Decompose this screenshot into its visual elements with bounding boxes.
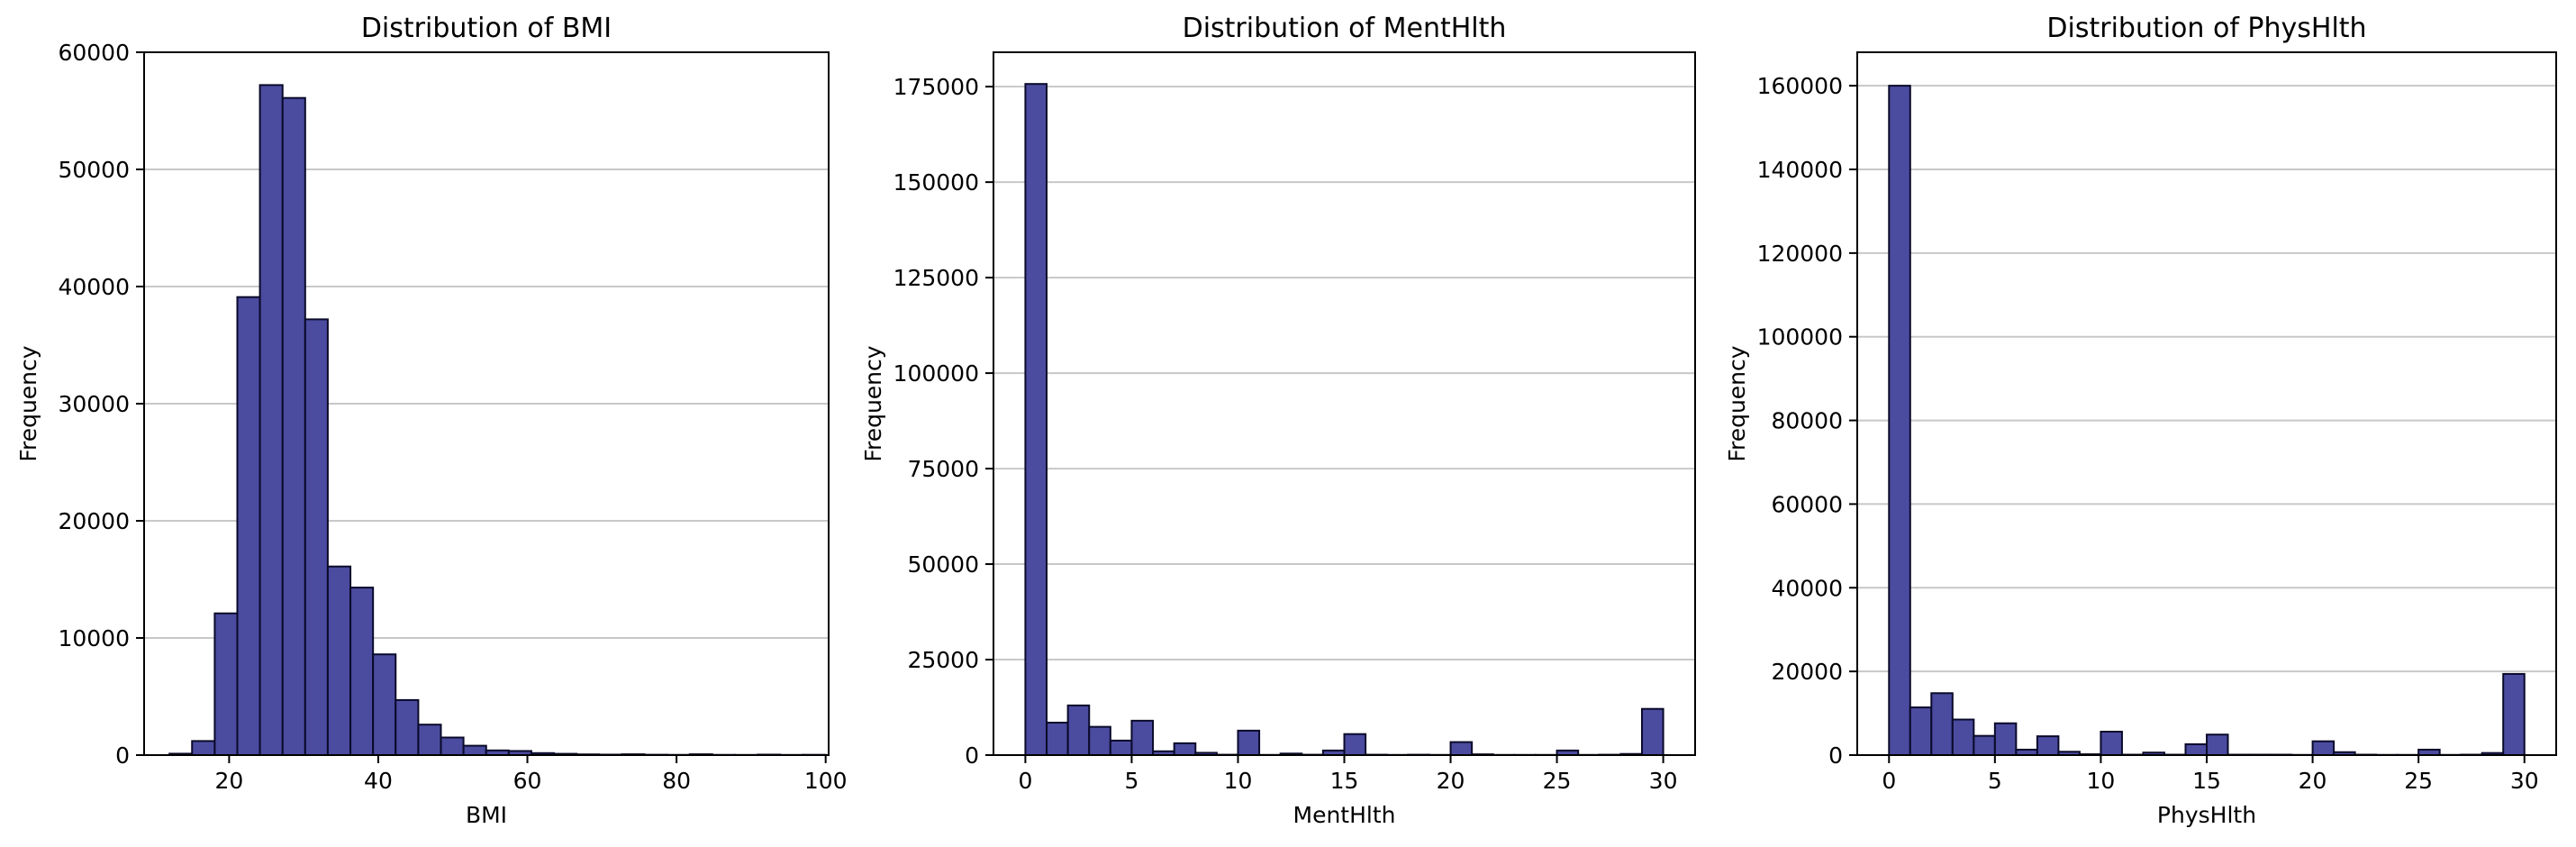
y-axis-label: Frequency (860, 345, 886, 461)
y-tick-label: 80000 (1771, 408, 1843, 434)
histogram-bar (1951, 718, 1975, 756)
x-tick-label: 25 (2404, 768, 2433, 794)
chart-panel-3: 0 20000 40000 60000 80000 100000 120000 140000 1… (1724, 13, 2557, 828)
y-tick-label: 50000 (58, 157, 130, 183)
histogram-bar (1449, 741, 1474, 757)
histogram-bar (1046, 721, 1069, 757)
histogram-bar (2100, 731, 2123, 756)
histogram-bar (1173, 742, 1197, 757)
y-tick-label: 125000 (893, 265, 979, 291)
histogram-bar (281, 96, 306, 756)
x-tick-label: 10 (2087, 768, 2116, 794)
y-tick-label: 40000 (58, 274, 130, 300)
chart-title: Distribution of MentHlth (1183, 13, 1507, 44)
histogram-bar (259, 84, 284, 756)
histogram-bar (191, 740, 216, 757)
y-tick-label: 0 (965, 742, 979, 769)
y-tick-label: 40000 (1771, 575, 1843, 601)
x-tick-label: 5 (1124, 768, 1138, 794)
histogram-bar (1888, 85, 1911, 756)
chart-panel-1: 0 10000 20000 30000 40000 50000 60000 20 40 60 80 1… (15, 13, 848, 828)
histogram-bar (236, 296, 261, 756)
x-axis-label: PhysHlth (2157, 802, 2256, 828)
axes-frame (993, 51, 1696, 756)
histogram-bar (1993, 722, 2018, 757)
y-tick-label: 10000 (58, 625, 130, 651)
axes-frame (1856, 51, 2557, 756)
y-tick-label: 0 (1828, 742, 1843, 769)
histogram-bar (1066, 704, 1091, 756)
histogram-bar (372, 653, 397, 757)
y-tick-label: 0 (115, 742, 130, 769)
x-tick-label: 80 (662, 768, 691, 794)
x-tick-label: 10 (1224, 768, 1253, 794)
x-axis-label: MentHlth (1293, 802, 1396, 828)
histogram-bar (1909, 706, 1933, 756)
histogram-bar (1640, 707, 1664, 757)
y-tick-label: 120000 (1757, 241, 1843, 267)
x-tick-label: 30 (1649, 768, 1678, 794)
histogram-bar (395, 698, 420, 757)
y-axis-label: Frequency (15, 345, 41, 461)
histogram-bar (1024, 83, 1048, 757)
x-tick-label: 25 (1543, 768, 1572, 794)
x-tick-label: 20 (1437, 768, 1465, 794)
x-tick-label: 20 (214, 768, 243, 794)
histogram-bar (1109, 739, 1133, 756)
histogram-bar (1930, 692, 1954, 756)
x-tick-label: 60 (513, 768, 542, 794)
chart-title: Distribution of BMI (361, 13, 612, 44)
x-tick-label: 100 (804, 768, 848, 794)
y-tick-label: 140000 (1757, 157, 1843, 183)
histogram-bar (349, 587, 375, 756)
y-tick-label: 30000 (58, 391, 130, 417)
y-tick-label: 100000 (893, 360, 979, 387)
histogram-bar (462, 744, 487, 756)
x-tick-label: 0 (1882, 768, 1896, 794)
y-tick-label: 175000 (893, 74, 979, 100)
histogram-bar (1130, 719, 1155, 757)
x-axis-label: BMI (466, 802, 507, 828)
histogram-bar (2502, 672, 2526, 757)
y-tick-label: 25000 (907, 647, 979, 673)
x-tick-label: 5 (1988, 768, 2002, 794)
y-tick-label: 75000 (907, 456, 979, 482)
chart-title: Distribution of PhysHlth (2046, 13, 2366, 44)
histogram-bar (1343, 733, 1367, 756)
x-tick-label: 15 (2192, 768, 2221, 794)
y-tick-label: 100000 (1757, 324, 1843, 351)
histogram-bar (1088, 725, 1111, 756)
y-tick-label: 20000 (58, 508, 130, 534)
histogram-bar (417, 724, 442, 757)
y-axis-label: Frequency (1724, 345, 1750, 461)
histogram-bar (2206, 733, 2229, 756)
histogram-bar (2311, 740, 2336, 757)
histogram-bar (440, 736, 465, 756)
histogram-bar (326, 565, 352, 757)
y-tick-label: 20000 (1771, 659, 1843, 685)
x-tick-label: 40 (364, 768, 393, 794)
y-tick-label: 50000 (907, 551, 979, 578)
x-tick-label: 30 (2510, 768, 2539, 794)
histogram-bar (304, 318, 329, 756)
histogram-bar (2036, 735, 2060, 756)
x-tick-label: 20 (2299, 768, 2327, 794)
x-tick-label: 15 (1330, 768, 1359, 794)
x-tick-label: 0 (1018, 768, 1032, 794)
histogram-bar (2184, 742, 2209, 757)
histogram-bar (213, 612, 239, 757)
y-tick-label: 160000 (1757, 73, 1843, 99)
histogram-bar (1237, 729, 1261, 757)
y-tick-label: 60000 (58, 40, 130, 66)
y-tick-label: 150000 (893, 169, 979, 196)
histogram-bar (1973, 734, 1996, 757)
y-tick-label: 60000 (1771, 491, 1843, 517)
chart-panel-2: 0 25000 50000 75000 100000 125000 150000 175000… (860, 13, 1696, 828)
